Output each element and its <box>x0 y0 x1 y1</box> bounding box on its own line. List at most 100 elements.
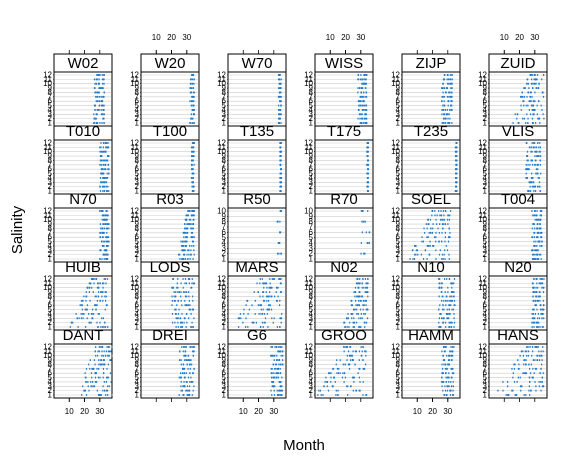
data-point <box>279 185 281 188</box>
data-point <box>441 113 443 116</box>
strip-label: HAMM <box>408 327 454 344</box>
y-tick-label: 9 <box>135 288 140 297</box>
data-point <box>441 317 443 320</box>
data-point <box>534 249 537 252</box>
data-point <box>537 317 539 320</box>
data-point <box>365 95 368 98</box>
data-point <box>99 299 101 302</box>
data-point <box>514 113 516 116</box>
data-point <box>101 181 103 184</box>
data-point <box>276 367 279 370</box>
data-point <box>448 304 450 307</box>
y-tick-label: 6 <box>483 369 488 378</box>
data-point <box>268 286 270 289</box>
data-point <box>519 354 521 357</box>
data-point <box>99 258 101 260</box>
data-point <box>537 236 539 239</box>
data-point <box>88 282 90 285</box>
data-point <box>282 354 284 357</box>
data-point <box>190 231 193 234</box>
data-point <box>96 389 98 392</box>
data-point <box>447 214 449 217</box>
data-point <box>539 282 541 285</box>
data-point <box>445 117 447 120</box>
data-point <box>273 278 276 280</box>
y-tick-label: 8 <box>483 88 488 97</box>
y-tick-label: 6 <box>483 301 488 310</box>
data-point <box>411 249 414 252</box>
y-tick-label: 6 <box>396 301 401 310</box>
x-tick-label: 30 <box>182 33 191 42</box>
y-tick-label: 9 <box>48 220 53 229</box>
data-point <box>188 389 191 392</box>
y-tick-label: 2 <box>48 318 53 327</box>
data-point <box>537 155 539 157</box>
y-tick-label: 1 <box>135 391 140 400</box>
y-tick-label: 2 <box>135 318 140 327</box>
data-point <box>280 159 282 162</box>
data-point <box>184 223 186 225</box>
data-point <box>279 242 281 244</box>
data-point <box>525 363 527 366</box>
data-point <box>190 104 192 107</box>
data-point <box>193 249 195 252</box>
data-point <box>274 367 276 370</box>
data-point <box>95 278 97 280</box>
data-point <box>541 376 543 379</box>
data-point <box>192 372 194 375</box>
data-point <box>534 313 536 315</box>
data-point <box>103 218 105 221</box>
y-tick-label: 10 <box>304 207 313 216</box>
data-point <box>278 350 281 353</box>
data-point <box>536 185 539 188</box>
data-point <box>188 359 190 361</box>
strip-label: W70 <box>242 55 273 72</box>
y-tick-label: 6 <box>48 165 53 174</box>
data-point <box>354 363 356 366</box>
data-point <box>188 317 190 320</box>
data-point <box>187 354 190 357</box>
data-point <box>449 214 451 217</box>
data-point <box>454 304 456 307</box>
data-point <box>540 236 543 239</box>
data-point <box>110 350 112 353</box>
data-point <box>279 95 281 98</box>
data-point <box>536 113 538 116</box>
data-point <box>367 172 369 175</box>
data-point <box>449 321 451 324</box>
data-point <box>360 346 362 348</box>
data-point <box>277 286 279 289</box>
data-point <box>448 122 450 124</box>
y-tick-label: 2 <box>135 386 140 395</box>
data-point <box>454 190 457 192</box>
data-point <box>171 299 173 302</box>
data-point <box>452 291 454 293</box>
data-point <box>91 317 93 320</box>
data-point <box>181 346 183 348</box>
data-point <box>106 172 108 175</box>
data-point <box>193 109 195 111</box>
data-point <box>79 304 81 307</box>
data-point <box>367 185 369 188</box>
y-tick-label: 2 <box>396 318 401 327</box>
y-tick-label: 2 <box>396 114 401 123</box>
data-point <box>522 95 524 98</box>
data-point <box>100 227 102 230</box>
data-point <box>261 278 263 280</box>
data-point <box>535 122 537 124</box>
data-point <box>191 78 193 81</box>
data-point <box>90 385 92 388</box>
y-tick-label: 11 <box>218 347 227 356</box>
data-point <box>171 313 174 315</box>
data-point <box>186 381 188 383</box>
data-point <box>448 354 450 357</box>
data-point <box>280 100 282 103</box>
data-point <box>279 304 281 307</box>
data-point <box>193 113 195 116</box>
data-point <box>524 87 526 89</box>
data-point <box>422 240 425 243</box>
data-point <box>362 346 364 348</box>
data-point <box>101 122 103 124</box>
data-point <box>188 299 190 302</box>
